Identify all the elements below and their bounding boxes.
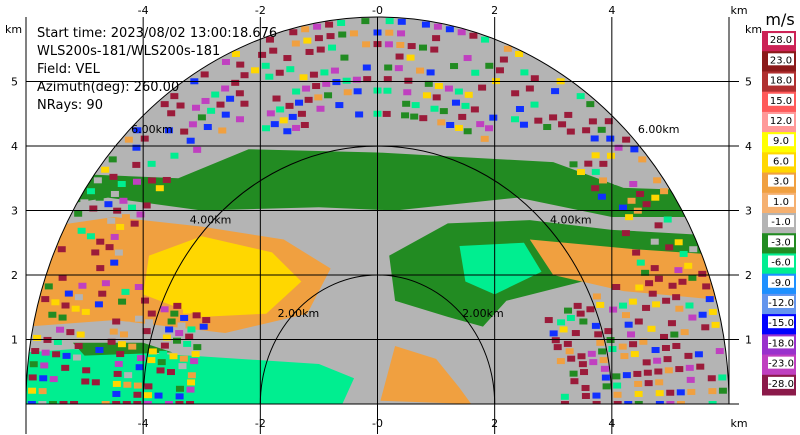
- y-tick-label-right: 2: [745, 269, 752, 282]
- colorbar-tick-box: [768, 93, 794, 106]
- colorbar-tick-label: -6.0: [771, 258, 791, 269]
- colorbar-tick-box: [768, 295, 794, 308]
- y-tick-label-left: 2: [11, 269, 18, 282]
- colorbar-tick-box: [768, 154, 794, 167]
- colorbar-tick-box: [768, 134, 794, 147]
- x-unit-label-bottom: km: [730, 417, 747, 430]
- colorbar-tick-label: 9.0: [773, 136, 789, 147]
- x-tick-label-bottom: -4: [138, 417, 149, 430]
- colorbar-tick-label: 6.0: [773, 156, 789, 167]
- orange-region-right: [529, 239, 729, 301]
- colorbar-tick-box: [768, 316, 794, 329]
- range-ring-label: 4.00km: [550, 213, 592, 226]
- x-tick-label-top: -0: [372, 4, 383, 17]
- nrays-text: NRays: 90: [37, 98, 103, 113]
- colorbar-unit-label: m/s: [765, 10, 794, 29]
- colorbar-tick-box: [768, 53, 794, 66]
- colorbar-tick-box: [768, 235, 794, 248]
- y-tick-label-right: 1: [745, 334, 752, 347]
- range-ring-label: 6.00km: [131, 123, 173, 136]
- colorbar-tick-box: [768, 336, 794, 349]
- axes: -4 -4 -2 -2 -0 -0 2 2 4 4 1 1 2 2 3 3 4 4 5 5 km km km km: [5, 4, 762, 434]
- range-ring-label: 4.00km: [190, 213, 232, 226]
- instrument-text: WLS200s-181/WLS200s-181: [37, 44, 221, 59]
- range-ring-label: 2.00km: [462, 307, 504, 320]
- spring-green-patch-right: [459, 242, 542, 295]
- colorbar-tick-label: 3.0: [773, 177, 789, 188]
- colorbar-tick-label: 23.0: [770, 55, 792, 66]
- colorbar-tick-box: [768, 356, 794, 369]
- colorbar-tick-box: [768, 73, 794, 86]
- x-tick-label-bottom: -2: [255, 417, 266, 430]
- y-unit-label-left: km: [5, 23, 22, 36]
- colorbar-tick-box: [768, 194, 794, 207]
- colorbar-tick-box: [768, 215, 794, 228]
- colorbar-tick-box: [768, 275, 794, 288]
- x-tick-label-top: -4: [138, 4, 149, 17]
- y-tick-label-right: 3: [745, 205, 752, 218]
- colorbar-tick-label: 12.0: [770, 116, 792, 127]
- y-unit-label-right: km: [745, 23, 762, 36]
- colorbar-tick-box: [768, 376, 794, 389]
- colorbar-tick-label: -23.0: [768, 359, 794, 370]
- colorbar-tick-label: 28.0: [770, 35, 792, 46]
- colorbar-tick-box: [768, 113, 794, 126]
- x-tick-label-bottom: 2: [491, 417, 498, 430]
- colorbar-tick-label: 18.0: [770, 76, 792, 87]
- y-tick-label-right: 5: [745, 76, 752, 89]
- colorbar-tick-label: 1.0: [773, 197, 789, 208]
- colorbar-tick-label: 15.0: [770, 96, 792, 107]
- y-tick-label-left: 4: [11, 140, 18, 153]
- y-tick-label-left: 5: [11, 76, 18, 89]
- colorbar-tick-box: [768, 174, 794, 187]
- x-tick-label-top: 2: [491, 4, 498, 17]
- colorbar-tick-box: [768, 255, 794, 268]
- range-ring-label: 6.00km: [638, 123, 680, 136]
- x-tick-label-top: 4: [608, 4, 615, 17]
- colorbar-tick-box: [768, 33, 794, 46]
- x-tick-label-bottom: -0: [372, 417, 383, 430]
- range-ring-label: 2.00km: [278, 307, 320, 320]
- colorbar-tick-label: -28.0: [768, 379, 794, 390]
- orange-region-bottom: [380, 345, 472, 404]
- y-tick-label-left: 3: [11, 205, 18, 218]
- azimuth-text: Azimuth(deg): 260.00: [37, 80, 180, 95]
- y-tick-label-right: 4: [745, 140, 752, 153]
- yellow-region: [143, 236, 302, 317]
- x-tick-label-bottom: 4: [608, 417, 615, 430]
- field-text: Field: VEL: [37, 62, 100, 77]
- colorbar: 28.0 23.0 18.0 15.0 12.0 9.0 6.0 3.0 1.0 -1.0 -3.0…: [762, 10, 796, 396]
- colorbar-tick-label: -3.0: [771, 237, 791, 248]
- gridlines: [26, 17, 739, 434]
- colorbar-tick-label: -18.0: [768, 338, 794, 349]
- x-tick-label-top: -2: [255, 4, 266, 17]
- colorbar-tick-label: -9.0: [771, 278, 791, 289]
- y-tick-label-left: 1: [11, 334, 18, 347]
- colorbar-tick-label: -15.0: [768, 318, 794, 329]
- colorbar-tick-label: -1.0: [771, 217, 791, 228]
- x-unit-label-top: km: [730, 4, 747, 17]
- start-time-text: Start time: 2023/08/02 13:00:18.676: [37, 26, 278, 41]
- colorbar-tick-label: -12.0: [768, 298, 794, 309]
